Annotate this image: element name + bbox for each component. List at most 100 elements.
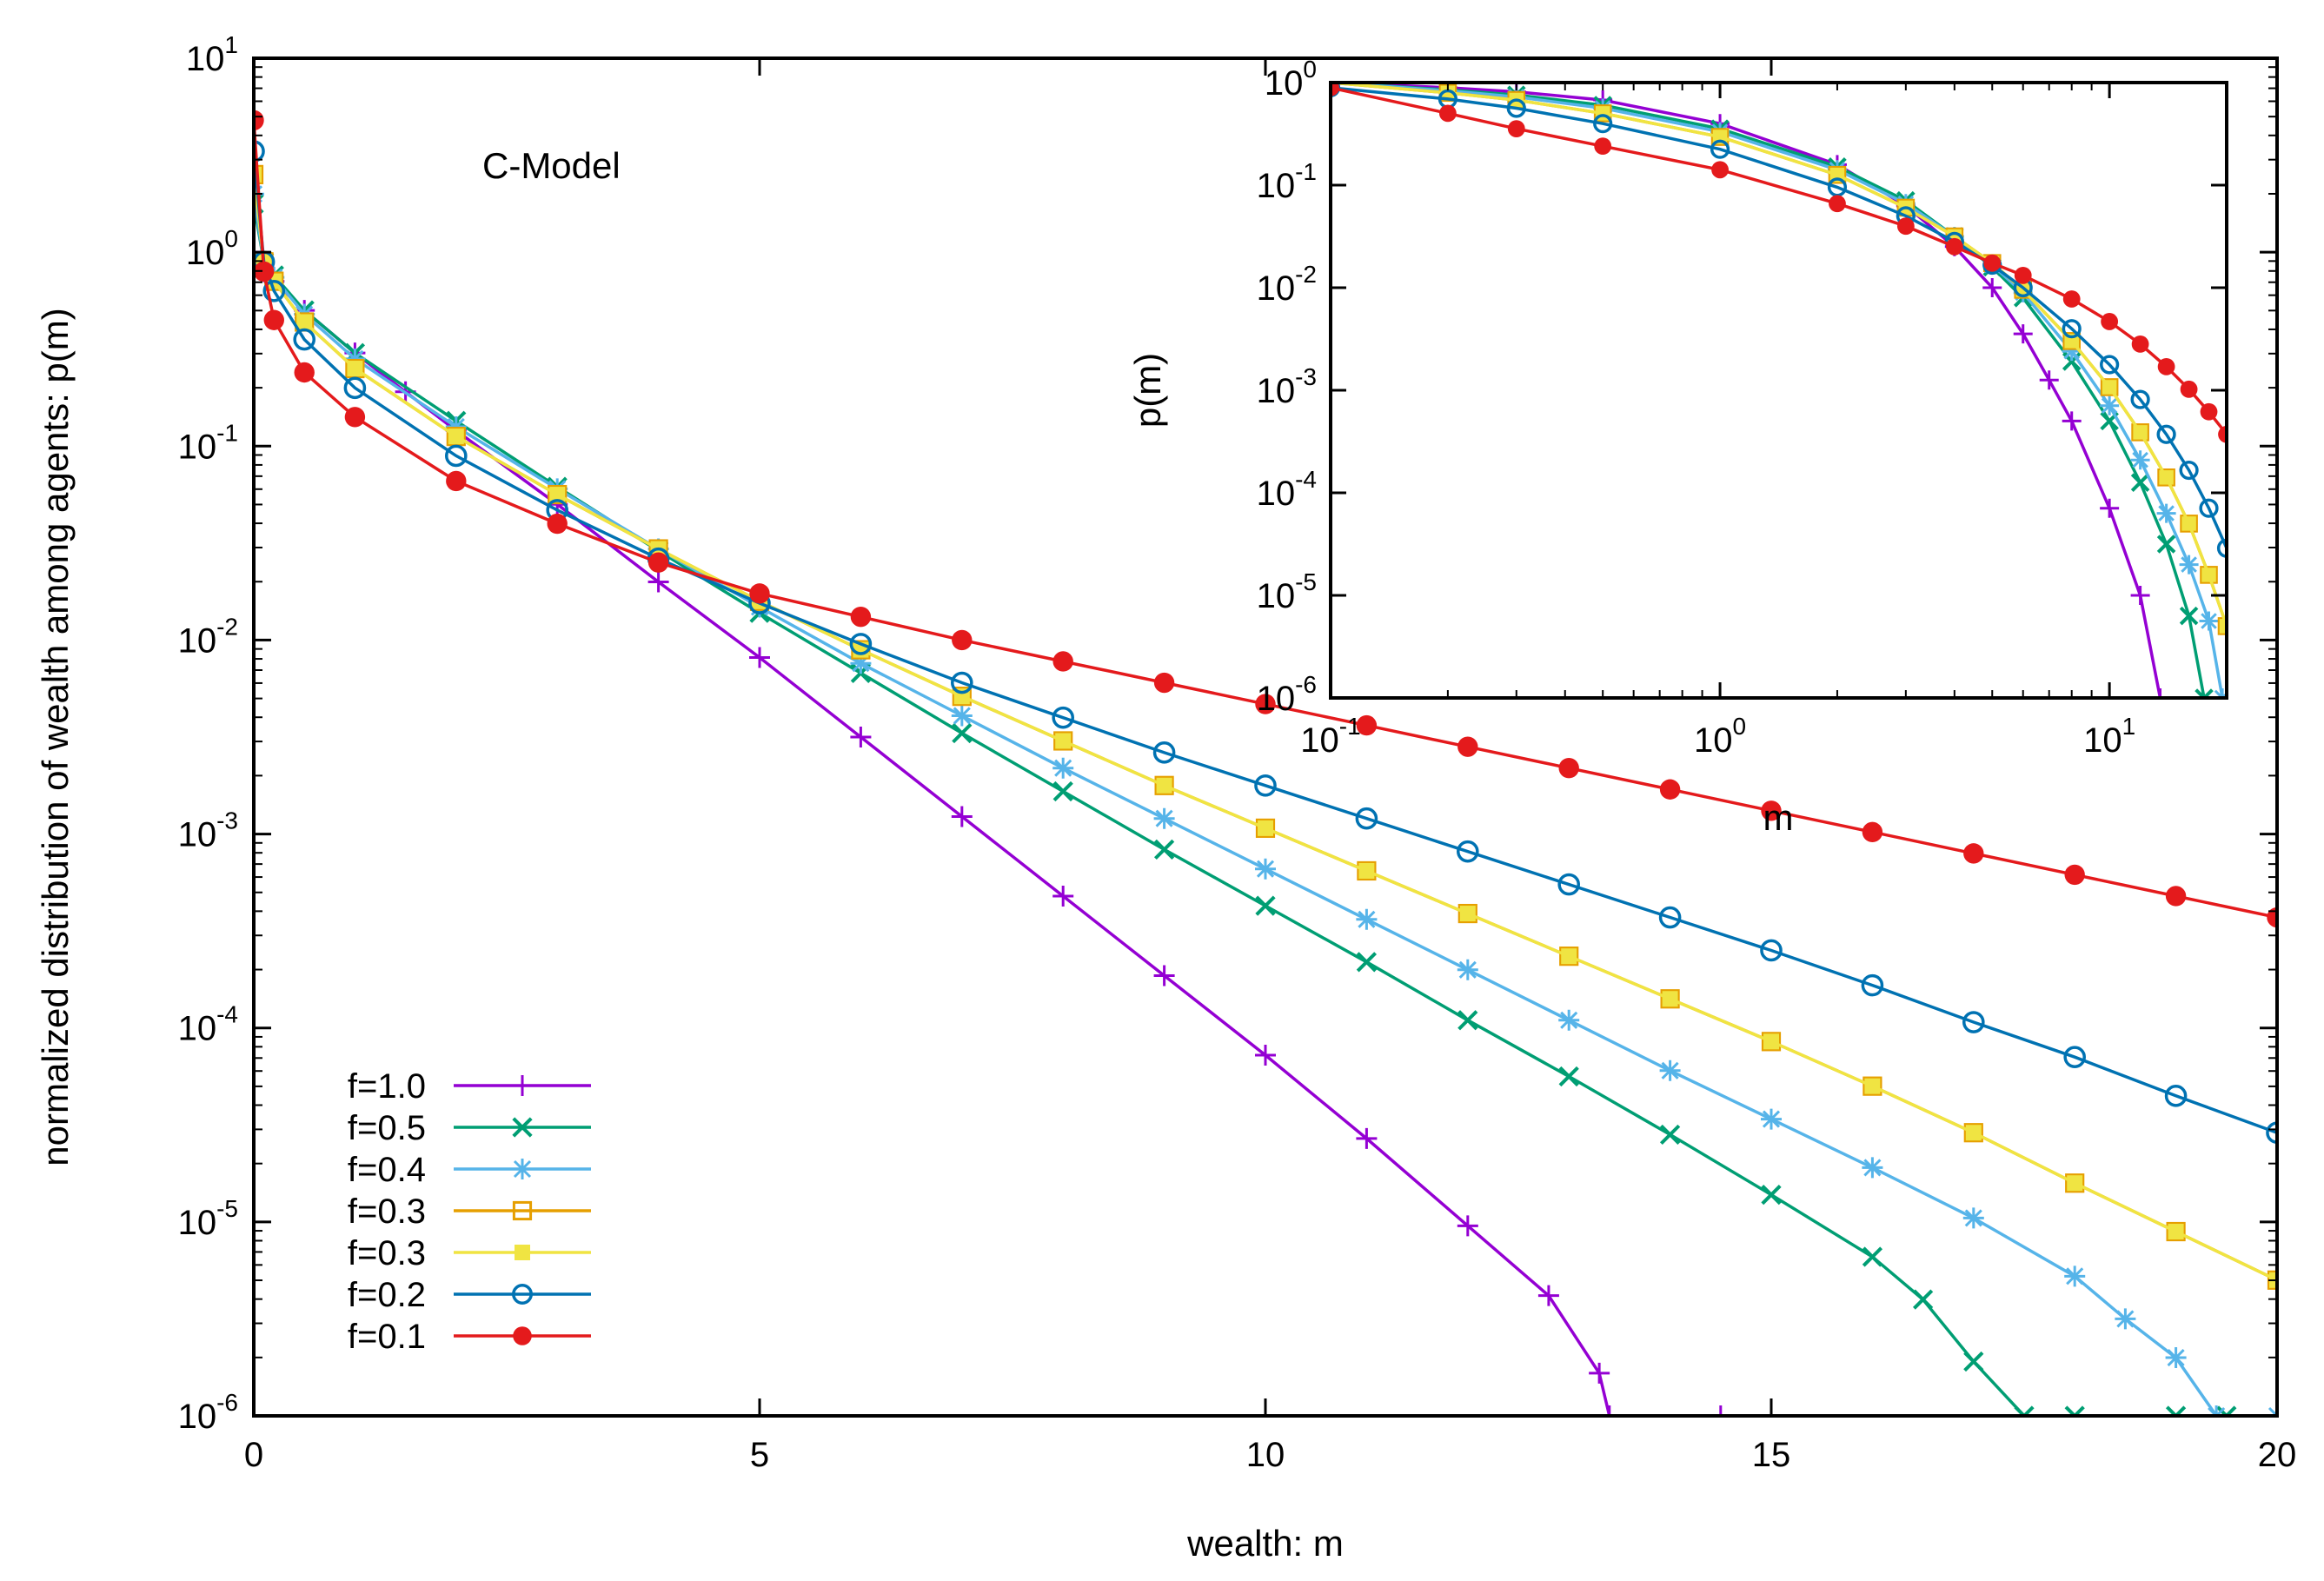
main-point-6-2 <box>263 309 284 330</box>
main-point-4-21 <box>2067 1175 2083 1192</box>
inset-point-1-15 <box>2195 688 2214 698</box>
inset-point-3-5 <box>1828 165 1847 184</box>
inset-plot-area <box>1331 83 2227 698</box>
main-point-0-11 <box>951 806 973 827</box>
main-xlabel: wealth: m <box>1186 1523 1344 1564</box>
inset-series-group <box>1331 83 2227 698</box>
inset-point-4-14 <box>2181 516 2196 531</box>
main-point-2-21 <box>2064 1265 2086 1287</box>
inset-point-6-0 <box>1331 83 1339 96</box>
inset-point-2-11 <box>2100 395 2120 415</box>
main-xtick-label-3: 15 <box>1752 1436 1791 1474</box>
main-series-line-2 <box>254 193 2277 1416</box>
main-ytick-label-1: 100 <box>186 225 238 272</box>
inset-point-6-13 <box>2157 357 2175 375</box>
main-point-6-7 <box>647 552 669 573</box>
main-ylabel: normalized distribution of wealth among … <box>35 308 76 1166</box>
inset-point-4-16 <box>2219 619 2227 634</box>
main-point-2-15 <box>1457 959 1478 980</box>
main-point-3-20 <box>1963 1123 1983 1143</box>
main-point-5-5 <box>445 444 468 468</box>
main-point-1-18 <box>1761 1185 1782 1206</box>
inset-point-5-4 <box>1710 139 1730 159</box>
main-point-4-11 <box>1055 733 1072 749</box>
inset-point-4-11 <box>2102 380 2117 395</box>
inset-point-5-2 <box>1506 98 1526 118</box>
inset-point-1-12 <box>2130 473 2150 492</box>
main-point-3-13 <box>1255 818 1276 838</box>
inset-point-0-13 <box>2130 586 2150 605</box>
main-point-3-0 <box>254 164 264 184</box>
main-xtick-label-1: 5 <box>750 1436 769 1474</box>
legend-label-1: f=0.5 <box>348 1109 426 1147</box>
inset-point-5-13 <box>2156 424 2176 444</box>
inset-point-1-14 <box>2179 606 2199 626</box>
main-point-5-14 <box>1355 807 1378 830</box>
main-ytick-label-5: 10-4 <box>178 1001 238 1048</box>
main-point-5-16 <box>1557 873 1580 896</box>
inset-point-5-16 <box>2216 538 2227 558</box>
main-point-6-19 <box>1862 821 1883 843</box>
main-point-5-13 <box>1254 774 1277 797</box>
main-point-5-22 <box>2164 1085 2188 1107</box>
main-point-6-10 <box>952 629 973 651</box>
legend: f=1.0f=0.5f=0.4f=0.3f=0.3f=0.2f=0.1 <box>348 1067 591 1356</box>
inset-ylabel: p(m) <box>1127 353 1168 428</box>
inset-point-6-10 <box>2062 290 2081 308</box>
main-point-3-12 <box>1154 775 1174 795</box>
main-point-5-15 <box>1457 840 1479 863</box>
main-point-3-11 <box>1053 731 1073 751</box>
legend-label-0: f=1.0 <box>348 1067 426 1106</box>
main-point-3-18 <box>1761 1032 1782 1052</box>
main-point-4-5 <box>448 428 464 445</box>
main-point-3-16 <box>1559 947 1579 967</box>
main-point-6-0 <box>254 110 264 131</box>
main-ytick-label-0: 101 <box>186 31 238 78</box>
inset-point-2-13 <box>2156 503 2176 523</box>
inset-ytick-label-0: 100 <box>1265 56 1317 103</box>
inset-point-3-15 <box>2200 566 2218 584</box>
main-point-3-6 <box>548 484 568 505</box>
inset-point-6-16 <box>2218 425 2227 443</box>
main-point-1-23 <box>2064 1405 2085 1416</box>
main-annotation: C-Model <box>482 145 621 186</box>
inset-ytick-label-2: 10-2 <box>1257 261 1317 308</box>
main-point-6-14 <box>1356 714 1378 736</box>
main-point-2-12 <box>1153 807 1175 829</box>
main-point-1-16 <box>1558 1066 1579 1087</box>
main-point-6-11 <box>1052 651 1073 672</box>
main-ytick-label-6: 10-5 <box>178 1195 238 1242</box>
main-point-1-20 <box>1912 1289 1934 1310</box>
inset-point-0-9 <box>2013 324 2033 344</box>
inset-point-4-12 <box>2133 425 2148 440</box>
inset-point-0-10 <box>2039 370 2059 390</box>
inset-point-2-12 <box>2130 450 2150 470</box>
main-ytick-label-7: 10-6 <box>178 1389 238 1436</box>
main-point-5-20 <box>1962 1011 1985 1033</box>
legend-marker-3 <box>512 1200 533 1221</box>
main-point-1-21 <box>1963 1351 1984 1372</box>
main-point-1-24 <box>2165 1405 2187 1416</box>
inset-point-3-12 <box>2131 423 2149 442</box>
inset-point-3-16 <box>2217 617 2227 635</box>
main-point-5-18 <box>1760 939 1783 962</box>
legend-marker-5 <box>512 1284 533 1305</box>
main-point-5-4 <box>343 376 367 400</box>
main-point-4-6 <box>549 487 566 503</box>
main-point-5-2 <box>262 279 286 302</box>
main-ytick-label-4: 10-3 <box>178 807 238 854</box>
main-point-6-13 <box>1255 694 1276 714</box>
inset-ytick-label-6: 10-6 <box>1257 671 1317 718</box>
main-point-0-9 <box>749 647 770 668</box>
inset-point-6-4 <box>1711 161 1729 179</box>
inset-xtick-label-2: 101 <box>2083 713 2135 760</box>
main-point-3-22 <box>2166 1221 2186 1242</box>
main-point-5-19 <box>1861 973 1884 997</box>
inset-point-5-12 <box>2130 389 2150 409</box>
inset-point-6-7 <box>1945 237 1963 256</box>
inset-point-3-14 <box>2180 515 2198 533</box>
inset-point-6-1 <box>1438 104 1457 123</box>
main-xtick-label-0: 0 <box>244 1436 263 1474</box>
main-point-2-9 <box>850 653 872 674</box>
main-point-2-13 <box>1255 858 1276 880</box>
